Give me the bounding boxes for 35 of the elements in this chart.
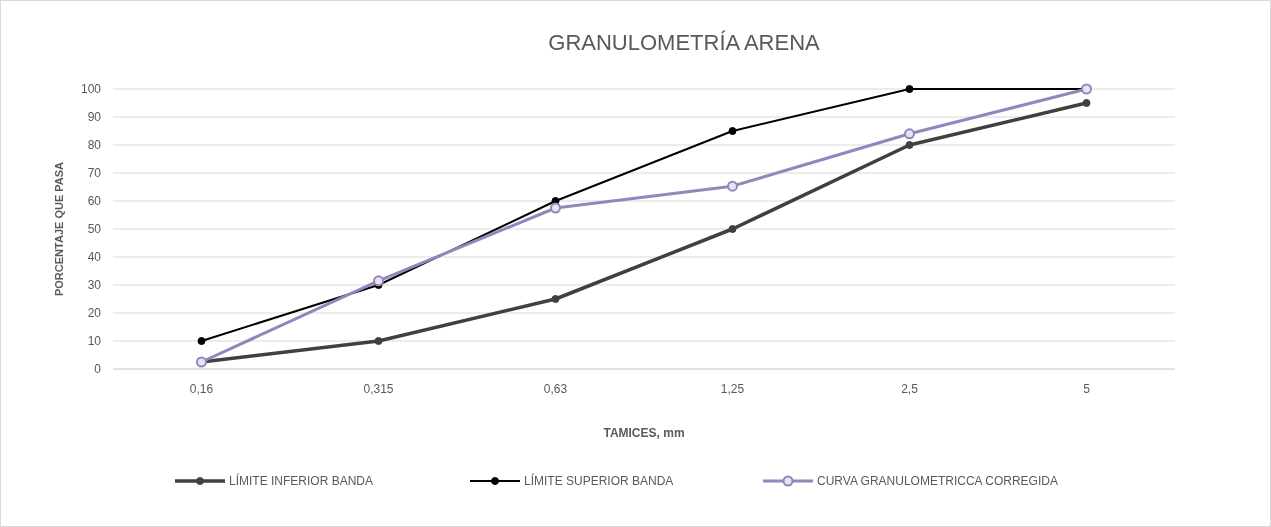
point xyxy=(905,85,914,93)
legend-label: LÍMITE INFERIOR BANDA xyxy=(229,473,374,488)
y-tick-label: 40 xyxy=(87,250,102,264)
x-tick-label: 0,315 xyxy=(363,382,394,396)
legend-label: CURVA GRANULOMETRICCA CORREGIDA xyxy=(817,474,1058,488)
point xyxy=(727,180,738,192)
x-tick-label: 0,16 xyxy=(189,382,214,396)
y-tick-label: 60 xyxy=(87,194,102,208)
point xyxy=(197,337,206,345)
chart-title: GRANULOMETRÍA ARENA xyxy=(548,30,821,55)
point xyxy=(551,295,560,303)
y-tick-label: 20 xyxy=(87,306,102,320)
y-tick-label: 100 xyxy=(80,82,102,96)
legend-label: LÍMITE SUPERIOR BANDA xyxy=(524,473,674,488)
x-tick-label: 5 xyxy=(1083,382,1091,396)
y-tick-label: 10 xyxy=(87,334,102,348)
y-tick-label: 0 xyxy=(94,362,102,376)
y-tick-label: 50 xyxy=(87,222,102,236)
point xyxy=(374,337,383,345)
point xyxy=(550,202,561,214)
point xyxy=(904,128,915,140)
point xyxy=(728,127,737,135)
point xyxy=(905,141,914,149)
x-axis-title: TAMICES, mm xyxy=(603,426,685,440)
y-tick-label: 90 xyxy=(87,110,102,124)
y-axis-title: PORCENTAJE QUE PASA xyxy=(53,161,65,297)
x-tick-label: 0,63 xyxy=(543,382,568,396)
x-tick-label: 2,5 xyxy=(901,382,919,396)
point xyxy=(728,225,737,233)
point xyxy=(373,275,384,287)
y-tick-label: 30 xyxy=(87,278,102,292)
y-tick-label: 80 xyxy=(87,138,102,152)
y-tick-label: 70 xyxy=(87,166,102,180)
point xyxy=(1082,99,1091,107)
x-tick-label: 1,25 xyxy=(720,382,745,396)
